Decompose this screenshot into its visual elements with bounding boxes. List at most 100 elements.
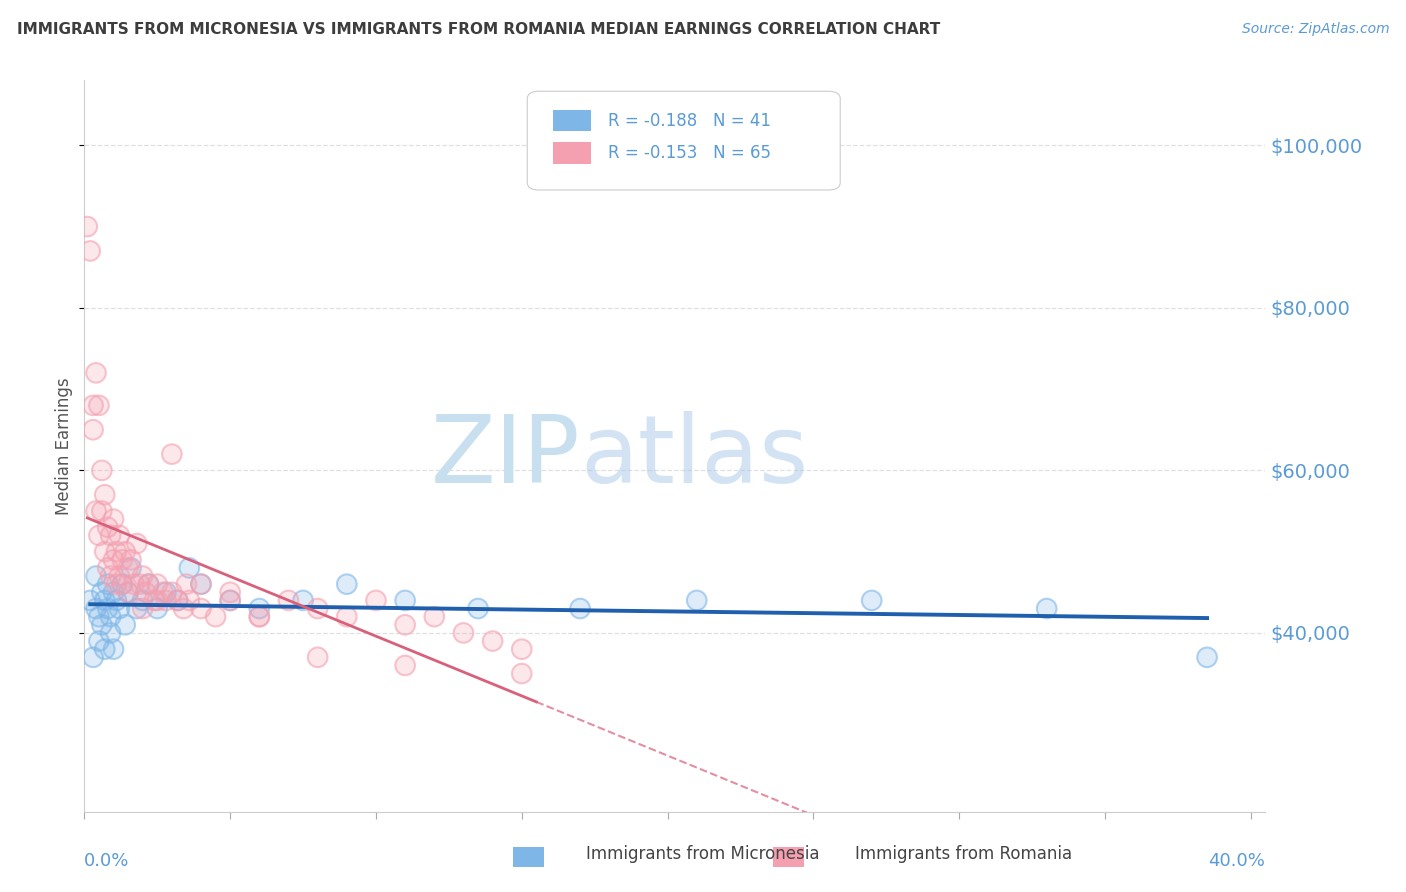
Point <box>686 593 709 607</box>
Point <box>122 577 145 591</box>
Point <box>481 634 503 648</box>
Point <box>686 593 709 607</box>
Point <box>87 398 110 412</box>
Point <box>108 569 131 583</box>
Point <box>138 577 160 591</box>
Point <box>131 601 153 615</box>
Text: R = -0.188   N = 41: R = -0.188 N = 41 <box>607 112 770 129</box>
Point <box>111 577 134 591</box>
Point <box>135 585 157 599</box>
Point <box>79 593 101 607</box>
Point <box>94 642 117 657</box>
Point <box>84 569 107 583</box>
Point <box>166 593 188 607</box>
Point <box>105 577 128 591</box>
Point <box>190 601 212 615</box>
Point <box>82 398 104 412</box>
Point <box>100 569 122 583</box>
Point <box>100 626 122 640</box>
Point <box>138 577 160 591</box>
Point <box>307 601 329 615</box>
Point <box>87 609 110 624</box>
Point <box>176 577 198 591</box>
Point <box>166 593 188 607</box>
Point <box>394 593 416 607</box>
Point <box>84 601 107 615</box>
Point <box>307 601 329 615</box>
Point <box>190 577 212 591</box>
Point <box>860 593 883 607</box>
Point <box>90 463 112 477</box>
Point <box>117 561 139 575</box>
Point <box>138 577 160 591</box>
Point <box>90 585 112 599</box>
Point <box>155 593 177 607</box>
Point <box>394 593 416 607</box>
Point <box>423 609 446 624</box>
Point <box>219 585 242 599</box>
Point <box>481 634 503 648</box>
Point <box>307 650 329 665</box>
Point <box>143 593 166 607</box>
Point <box>114 617 136 632</box>
Point <box>84 569 107 583</box>
Point <box>179 593 201 607</box>
Point <box>364 593 387 607</box>
Point <box>87 634 110 648</box>
Y-axis label: Median Earnings: Median Earnings <box>55 377 73 515</box>
Point <box>108 601 131 615</box>
Point <box>146 577 169 591</box>
Point <box>146 601 169 615</box>
Point <box>219 593 242 607</box>
Point <box>336 577 359 591</box>
Point <box>105 577 128 591</box>
Point <box>125 536 148 550</box>
Point <box>219 585 242 599</box>
Point <box>111 577 134 591</box>
Point <box>94 593 117 607</box>
Point <box>179 561 201 575</box>
Point <box>152 585 174 599</box>
Point <box>569 601 592 615</box>
Point <box>84 366 107 380</box>
Point <box>90 504 112 518</box>
Bar <box>773 847 804 867</box>
Point <box>108 528 131 542</box>
Point <box>125 601 148 615</box>
Point <box>247 609 270 624</box>
Point <box>179 561 201 575</box>
Point <box>155 585 177 599</box>
Point <box>122 577 145 591</box>
Point <box>84 504 107 518</box>
Point <box>131 569 153 583</box>
Point <box>103 642 125 657</box>
Point <box>108 601 131 615</box>
Point <box>247 609 270 624</box>
Point <box>364 593 387 607</box>
Point <box>117 585 139 599</box>
Point <box>569 601 592 615</box>
Point <box>117 585 139 599</box>
Point <box>100 609 122 624</box>
Point <box>120 553 142 567</box>
Point <box>336 609 359 624</box>
Point <box>176 577 198 591</box>
Point <box>111 577 134 591</box>
Point <box>120 561 142 575</box>
Point <box>111 577 134 591</box>
Point <box>90 617 112 632</box>
Point <box>100 528 122 542</box>
Point <box>160 585 183 599</box>
Point <box>114 544 136 558</box>
Point <box>860 593 883 607</box>
Point <box>173 601 195 615</box>
Point <box>105 544 128 558</box>
Point <box>190 577 212 591</box>
Point <box>292 593 315 607</box>
Point <box>90 463 112 477</box>
Point <box>155 585 177 599</box>
Point <box>247 601 270 615</box>
Point <box>105 544 128 558</box>
Point <box>111 553 134 567</box>
Point <box>103 585 125 599</box>
